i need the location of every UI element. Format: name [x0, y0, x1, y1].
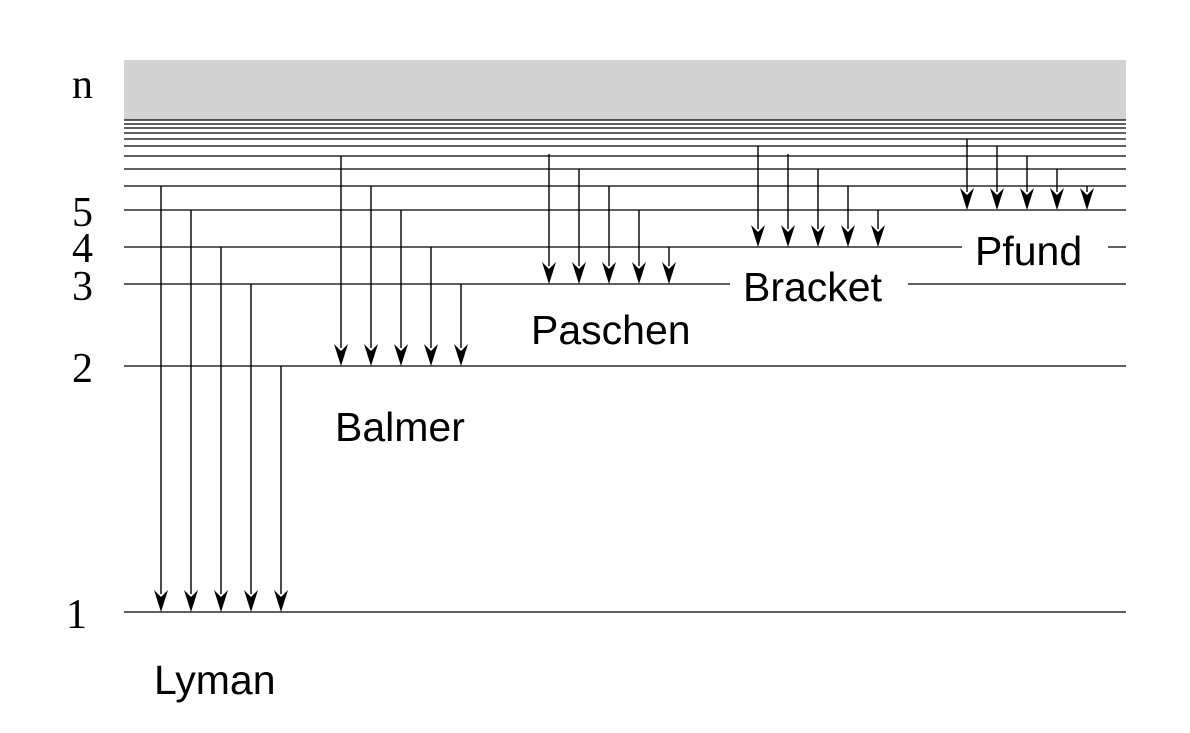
- arrows-pfund: [960, 139, 1094, 210]
- series-label-bracket: Bracket: [743, 264, 883, 310]
- level-label-5: 5: [72, 190, 93, 236]
- arrows-lyman: [154, 186, 288, 612]
- arrow-head: [781, 225, 795, 247]
- series-label-balmer: Balmer: [335, 404, 465, 450]
- level-label-2: 2: [72, 346, 93, 392]
- high-energy-levels: [124, 119, 1126, 187]
- arrow-head: [1050, 188, 1064, 210]
- arrow-head: [662, 262, 676, 284]
- level-label-4: 4: [72, 226, 93, 272]
- arrow-head: [572, 262, 586, 284]
- arrow-head: [394, 344, 408, 366]
- arrow-head: [751, 225, 765, 247]
- bracket-label-mask: [730, 270, 908, 304]
- arrow-head: [364, 344, 378, 366]
- arrow-head: [602, 262, 616, 284]
- ionization-continuum: [124, 60, 1126, 120]
- arrow-head: [184, 590, 198, 612]
- series-label-pfund: Pfund: [975, 228, 1082, 274]
- arrow-head: [424, 344, 438, 366]
- arrow-head: [154, 590, 168, 612]
- arrow-head: [542, 262, 556, 284]
- energy-levels: [124, 209, 1126, 613]
- transition-arrows: [154, 139, 1094, 612]
- arrow-head: [274, 590, 288, 612]
- level-label-1: 1: [66, 592, 87, 638]
- arrow-head: [960, 188, 974, 210]
- arrows-bracket: [751, 146, 885, 247]
- arrow-head: [334, 344, 348, 366]
- arrow-head: [1020, 188, 1034, 210]
- pfund-label-mask: [962, 232, 1108, 264]
- arrow-head: [214, 590, 228, 612]
- series-label-lyman: Lyman: [154, 657, 276, 703]
- arrow-head: [841, 225, 855, 247]
- axis-label-n: n: [72, 62, 93, 108]
- arrow-head: [1080, 188, 1094, 210]
- arrow-head: [990, 188, 1004, 210]
- arrows-paschen: [542, 154, 676, 284]
- arrow-head: [244, 590, 258, 612]
- level-label-3: 3: [72, 264, 93, 310]
- arrow-head: [811, 225, 825, 247]
- arrows-balmer: [334, 156, 468, 366]
- arrow-head: [454, 344, 468, 366]
- label-backgrounds: [730, 232, 1108, 304]
- series-label-paschen: Paschen: [531, 307, 691, 353]
- arrow-head: [632, 262, 646, 284]
- arrow-head: [871, 225, 885, 247]
